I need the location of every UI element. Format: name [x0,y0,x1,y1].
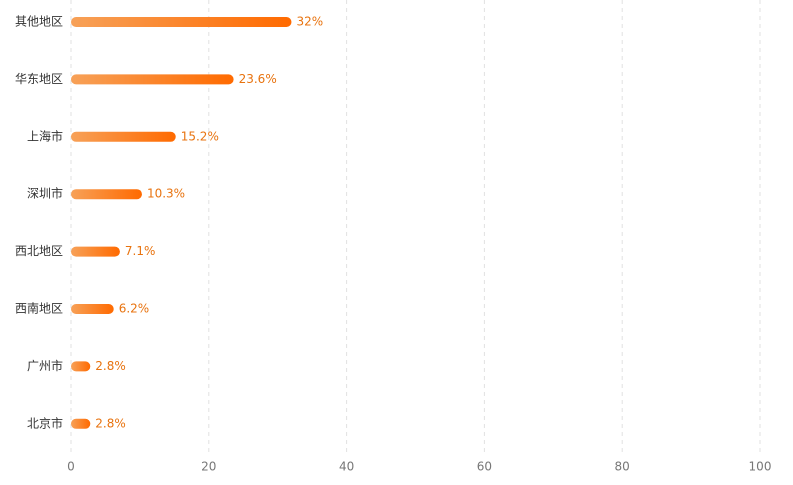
value-label: 32% [296,15,323,29]
x-tick-label: 80 [615,460,630,474]
value-label: 2.8% [95,359,126,373]
category-label: 华东地区 [15,72,63,86]
x-tick-label: 60 [477,460,492,474]
value-label: 15.2% [181,129,219,143]
bar [71,17,292,27]
category-label: 西北地区 [15,244,63,258]
x-tick-label: 20 [201,460,216,474]
x-tick-label: 0 [67,460,75,474]
category-label: 上海市 [27,128,63,143]
bar [71,189,142,200]
category-label: 北京市 [27,415,63,430]
bar [71,246,120,257]
value-label: 7.1% [125,244,156,258]
category-label: 广州市 [27,358,63,373]
value-label: 2.8% [95,416,126,430]
x-tick-label: 40 [339,460,354,474]
bar [71,361,91,372]
category-label: 西南地区 [15,301,63,316]
bar [71,131,176,142]
x-tick-label: 100 [749,460,772,474]
category-label: 深圳市 [27,186,63,201]
value-label: 23.6% [239,72,277,86]
value-label: 6.2% [119,302,150,316]
bar [71,418,91,429]
category-label: 其他地区 [15,15,63,29]
bar [71,304,114,314]
value-label: 10.3% [147,187,185,201]
bar [71,74,234,85]
